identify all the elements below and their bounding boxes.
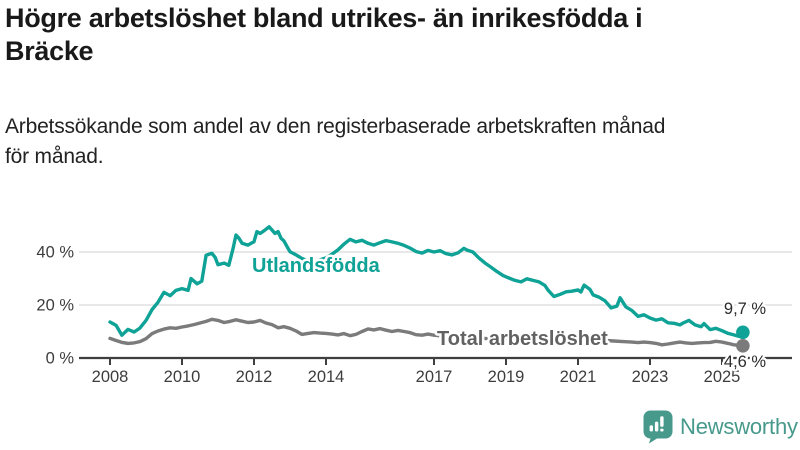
series-line-total — [108, 317, 745, 348]
x-tick-label-2019: 2019 — [488, 368, 525, 386]
newsworthy-brand-text: Newsworthy — [680, 414, 798, 439]
y-tick-label-0: 0 % — [46, 350, 75, 368]
series-end-dot-total — [736, 339, 750, 353]
series-end-label-utlandsfodda: 9,7 % — [724, 300, 767, 318]
series-end-label-total: 4,6 % — [724, 353, 767, 371]
x-tick-label-2021: 2021 — [560, 368, 597, 386]
series-line-utlandsfodda — [108, 225, 745, 338]
chart-subtitle: Arbetssökande som andel av den registerb… — [5, 112, 797, 172]
series-end-dot-utlandsfodda — [736, 325, 750, 340]
chart-title-line-1: Högre arbetslöshet bland utrikes- än inr… — [5, 3, 643, 33]
x-tick-label-2025: 2025 — [704, 368, 741, 386]
chart-canvas: 2008 2010 2012 2014 2017 2019 2021 2023 2025 0 % 2… — [36, 225, 792, 386]
x-tick-label-2008: 2008 — [92, 368, 129, 386]
y-tick-label-40: 40 % — [36, 244, 74, 262]
chart-subtitle-line-2: för månad. — [5, 145, 104, 168]
chart-title: Högre arbetslöshet bland utrikes- än inr… — [5, 2, 797, 68]
chart-title-line-2: Bräcke — [5, 36, 94, 66]
x-tick-label-2014: 2014 — [308, 368, 345, 386]
x-tick-label-2017: 2017 — [416, 368, 453, 386]
line-chart: 2008 2010 2012 2014 2017 2019 2021 2023 2025 0 % 2… — [0, 195, 800, 400]
chart-subtitle-line-1: Arbetssökande som andel av den registerb… — [5, 115, 666, 138]
newsworthy-logo-icon — [643, 410, 673, 444]
series-label-total: Total arbetslöshet — [437, 328, 608, 350]
y-tick-label-20: 20 % — [36, 297, 74, 315]
x-tick-label-2023: 2023 — [632, 368, 669, 386]
x-tick-label-2012: 2012 — [236, 368, 273, 386]
newsworthy-brand: Newsworthy — [643, 409, 798, 445]
series-label-utlandsfodda: Utlandsfödda — [252, 255, 381, 277]
x-tick-label-2010: 2010 — [164, 368, 201, 386]
